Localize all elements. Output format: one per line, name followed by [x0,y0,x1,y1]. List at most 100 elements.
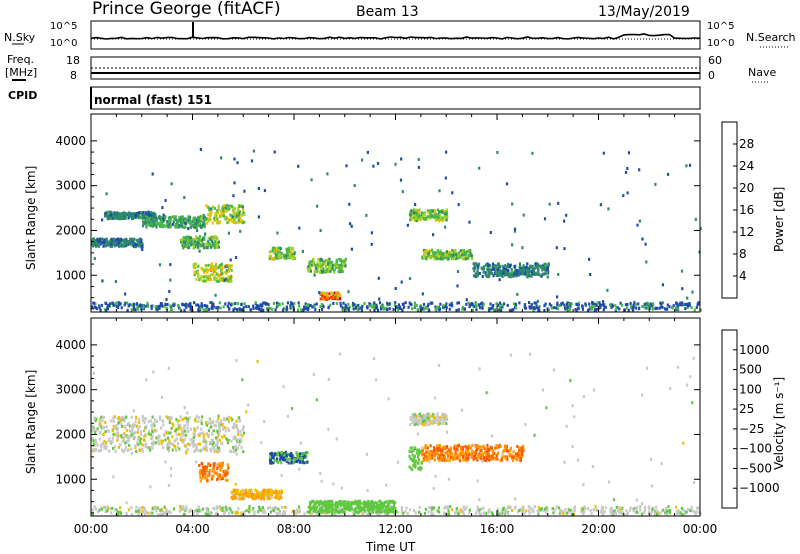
velocity-cell [613,509,616,513]
velocity-cell [255,495,258,499]
power-cell [495,302,498,306]
velocity-cell [312,504,315,508]
velocity-cell [488,508,491,512]
velocity-cell [230,450,233,454]
power-cell [144,221,147,225]
power-cell [361,158,364,162]
velocity-cell [157,437,160,441]
power-cell [215,272,218,276]
power-cell [281,302,284,306]
velocity-cell [234,435,237,439]
power-cell [429,211,432,215]
power-cell [124,242,127,246]
power-cell [156,308,159,312]
power-cell [528,274,531,278]
power-cell [263,189,266,193]
power-cell [234,216,237,220]
power-cell [513,265,516,268]
power-cell [327,306,330,310]
power-cell [122,211,125,215]
power-cell [386,301,389,305]
power-cell [224,265,227,269]
power-cell [478,272,481,275]
velocity-cell [459,445,463,449]
velocity-cell [205,506,208,510]
power-cell [417,165,420,169]
power-cell [168,289,171,293]
power-cell [238,216,241,220]
power-cell [331,292,334,295]
velocity-cell [521,508,525,512]
power-cell [271,307,274,311]
velocity-cell [380,506,383,509]
velocity-cell [188,509,191,513]
power-cell [438,307,442,311]
power-cell [348,202,351,206]
velocity-cell [155,436,158,440]
velocity-cell [94,438,97,442]
velocity-cell [503,511,506,514]
velocity-cell [478,508,481,512]
velocity-cell [259,494,262,498]
velocity-cell [409,508,412,512]
power-cell [225,203,229,207]
velocity-cell [448,452,452,456]
power-cell [192,217,195,221]
velocity-cell [697,506,700,510]
velocity-cell [599,510,602,514]
power-cell [456,253,459,257]
velocity-cell [438,454,441,457]
power-cell [534,266,537,270]
power-cell [536,272,539,276]
power-cell [120,306,123,310]
power-cell [547,308,550,311]
velocity-cell [270,496,273,500]
velocity-cell [139,437,142,441]
power-cell [534,272,537,276]
power-cell [191,242,194,245]
power-cell [468,220,471,224]
velocity-cell [187,417,190,421]
power-cell [200,305,203,309]
power-cell [516,270,519,274]
velocity-cell [345,506,348,510]
velocity-cell [196,448,199,452]
velocity-cell [467,456,470,460]
velocity-cell [187,442,190,446]
velocity-cell [303,454,306,458]
velocity-cell [197,419,200,423]
power-cell [638,219,641,223]
velocity-cell [436,444,439,448]
velocity-cell [359,509,363,513]
power-cell [614,304,617,308]
power-cell [197,219,200,223]
power-cell [285,248,288,251]
power-cell [265,302,268,306]
power-cell [373,303,376,307]
velocity-cell [429,444,432,448]
velocity-cell [135,416,138,420]
power-cell [285,305,288,309]
velocity-cell [231,511,234,514]
power-cell [187,218,190,222]
velocity-cell [234,448,238,452]
power-cell [203,237,206,241]
velocity-cell [99,420,102,423]
velocity-cell [559,509,562,513]
velocity-cell [139,510,142,514]
velocity-cell [199,468,202,472]
velocity-cell [592,508,596,512]
velocity-cell [221,427,225,431]
power-cell [340,304,343,308]
power-cell [226,304,229,308]
cpid-strip-frame [90,86,701,110]
power-cell [227,269,230,272]
power-cell [432,215,435,219]
power-cell [370,231,373,235]
power-cell [518,301,521,305]
freq-unit-label: [MHz] [5,66,38,79]
power-cell [212,305,215,309]
power-cell [269,250,272,254]
velocity-cell [409,446,412,450]
power-cell [494,269,497,273]
